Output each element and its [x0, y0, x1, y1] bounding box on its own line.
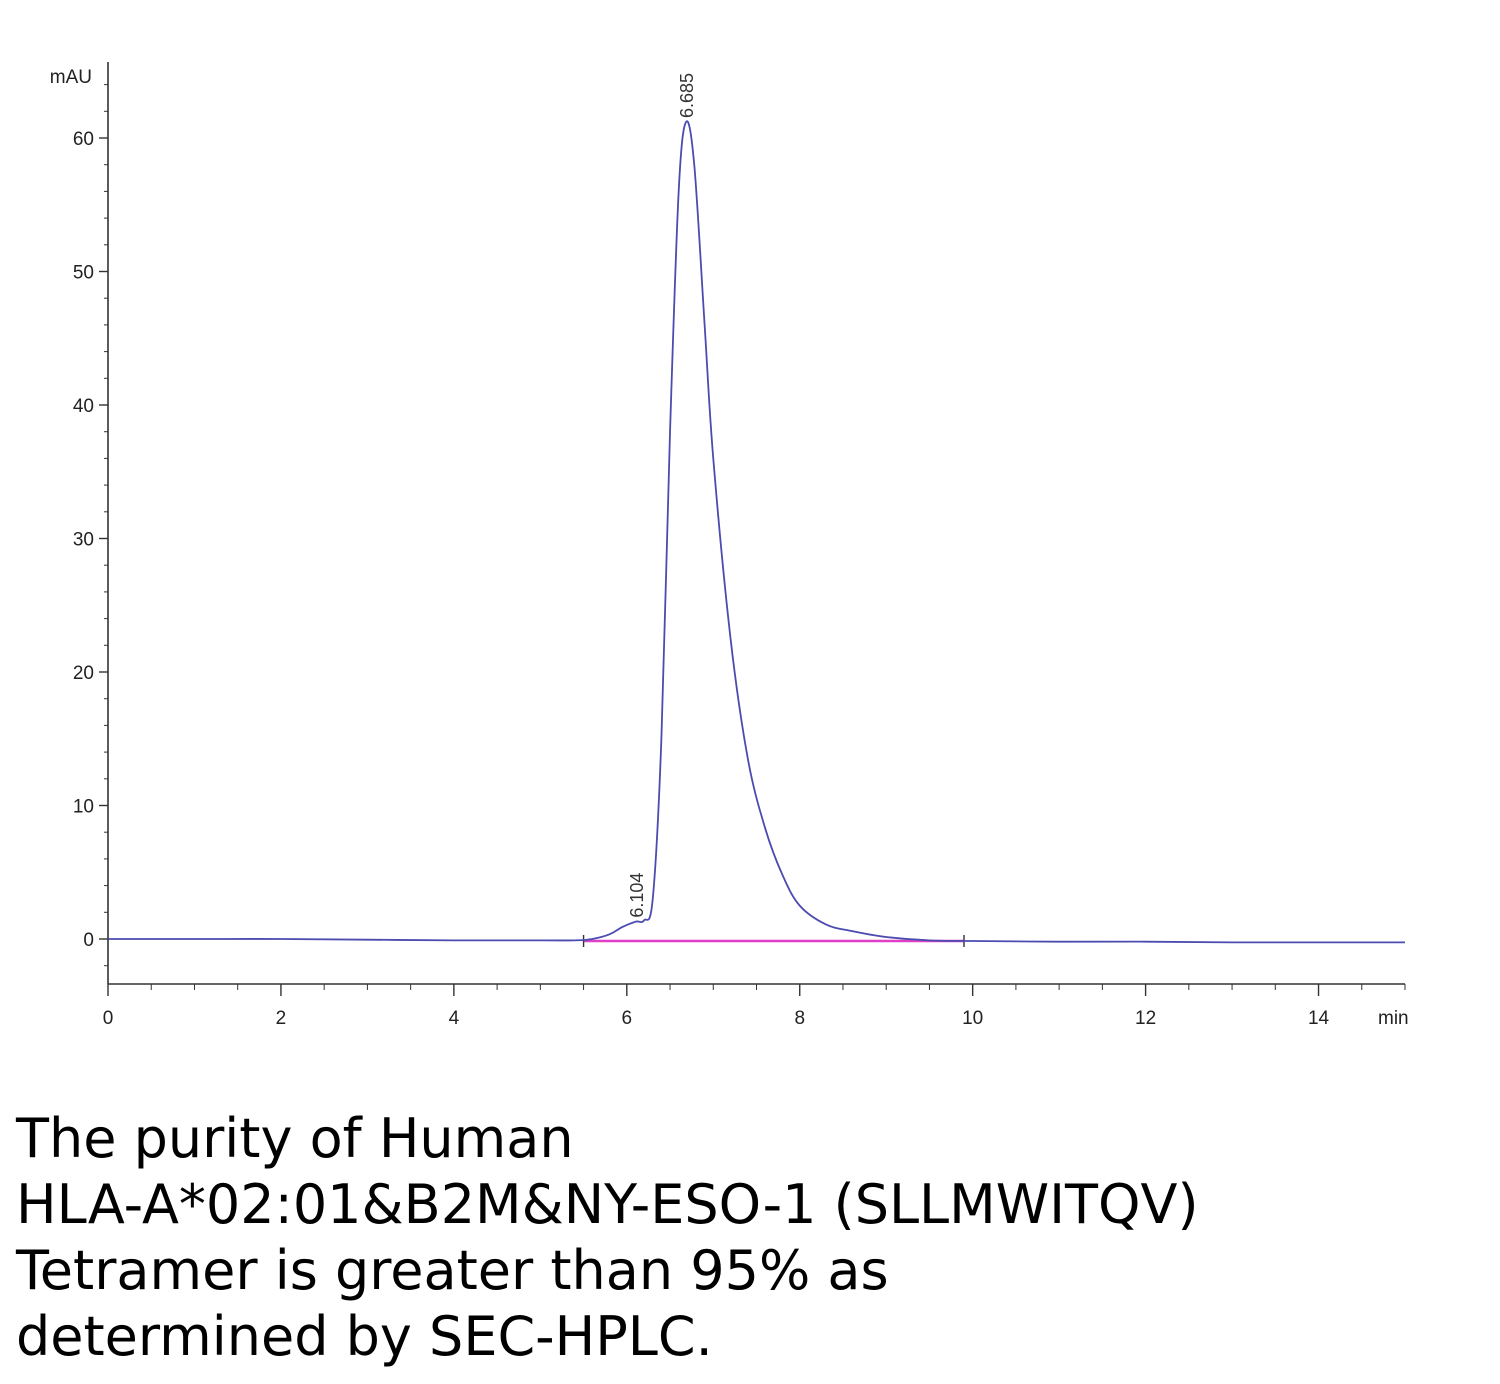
- x-tick-label: 10: [962, 1008, 983, 1029]
- y-tick-label: 40: [73, 396, 94, 417]
- y-tick-label: 50: [73, 263, 94, 284]
- baseline-group: [582, 935, 965, 948]
- x-tick-label: 12: [1135, 1008, 1156, 1029]
- y-tick-label: 30: [73, 530, 94, 551]
- x-tick-label: 0: [103, 1008, 114, 1029]
- y-axis-label: mAU: [50, 67, 92, 88]
- trace-group: [108, 120, 1405, 944]
- caption-line-3: Tetramer is greater than 95% as: [16, 1239, 889, 1302]
- caption-line-4: determined by SEC-HPLC.: [16, 1305, 713, 1368]
- peak-label: 6.685: [677, 73, 697, 118]
- caption-line-2: HLA-A*02:01&B2M&NY-ESO-1 (SLLMWITQV): [16, 1173, 1199, 1236]
- x-tick-label: 6: [622, 1008, 633, 1029]
- caption: The purity of Human HLA-A*02:01&B2M&NY-E…: [16, 1106, 1486, 1370]
- caption-line-1: The purity of Human: [16, 1107, 574, 1170]
- y-tick-label: 60: [73, 129, 94, 150]
- chromatogram-chart: 0 10 20 30 40 50 60 mAU 0 2 4 6 8 10 12 14 min 6.104 6.68…: [50, 62, 1409, 1029]
- labels-group: 6.104 6.685: [627, 73, 697, 918]
- chromatogram-trace: [108, 120, 1405, 944]
- x-tick-label: 8: [794, 1008, 805, 1029]
- x-tick-label: 2: [276, 1008, 287, 1029]
- y-tick-label: 20: [73, 663, 94, 684]
- y-tick-label: 0: [83, 930, 94, 951]
- x-axis-label: min: [1378, 1008, 1409, 1029]
- peak-label: 6.104: [627, 873, 647, 918]
- axes: 0 10 20 30 40 50 60 mAU 0 2 4 6 8 10 12 14 min: [50, 62, 1409, 1029]
- x-tick-label: 4: [449, 1008, 460, 1029]
- x-tick-label: 14: [1308, 1008, 1330, 1029]
- y-tick-label: 10: [73, 797, 94, 818]
